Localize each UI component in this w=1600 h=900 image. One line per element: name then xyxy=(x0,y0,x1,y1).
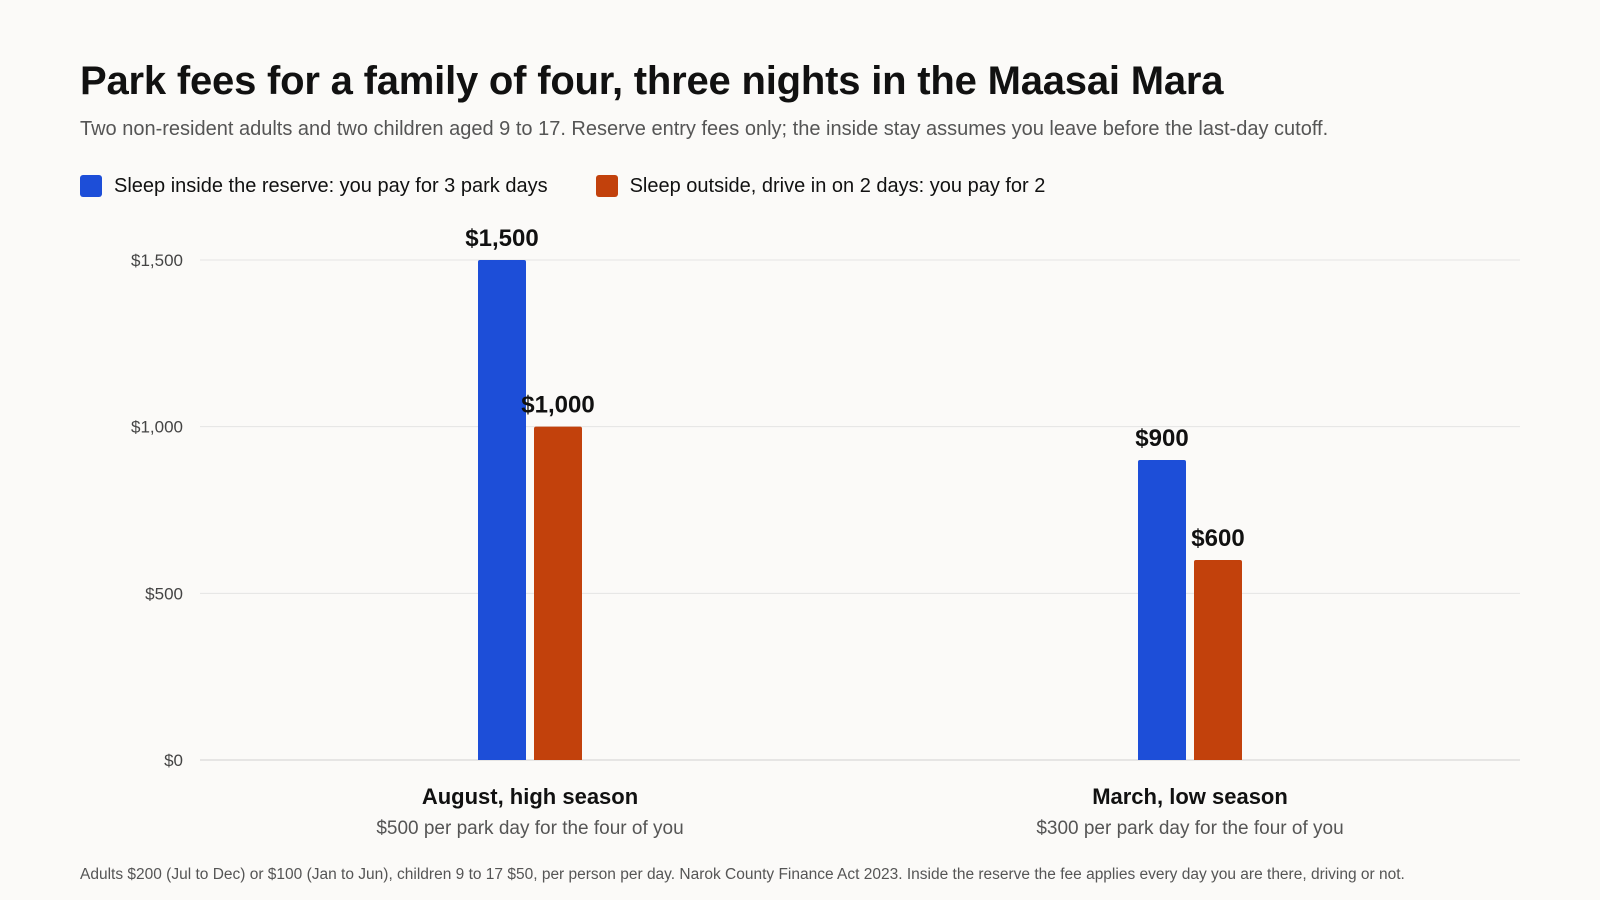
y-tick-label: $0 xyxy=(164,751,183,770)
x-category-sublabel: $300 per park day for the four of you xyxy=(1036,818,1343,839)
y-tick-label: $1,000 xyxy=(131,418,183,437)
bar-value-label: $600 xyxy=(1191,525,1244,552)
bar xyxy=(1194,560,1242,760)
x-category-label: August, high season xyxy=(422,784,638,809)
bar-value-label: $1,500 xyxy=(465,225,538,252)
bar-value-label: $900 xyxy=(1135,425,1188,452)
chart-title: Park fees for a family of four, three ni… xyxy=(80,59,1224,103)
legend-label-inside: Sleep inside the reserve: you pay for 3 … xyxy=(114,175,548,197)
x-category-label: March, low season xyxy=(1092,784,1288,809)
y-tick-label: $1,500 xyxy=(131,251,183,270)
bar xyxy=(534,426,582,760)
chart-subtitle: Two non-resident adults and two children… xyxy=(80,118,1329,140)
legend-label-outside: Sleep outside, drive in on 2 days: you p… xyxy=(629,175,1046,197)
legend-swatch-outside xyxy=(595,175,618,197)
y-tick-label: $500 xyxy=(145,584,183,603)
bar xyxy=(478,260,526,760)
x-category-sublabel: $500 per park day for the four of you xyxy=(376,818,683,839)
bar xyxy=(1138,460,1186,760)
bar-value-label: $1,000 xyxy=(521,392,594,419)
chart-footnote: Adults $200 (Jul to Dec) or $100 (Jan to… xyxy=(80,866,1405,883)
legend-swatch-inside xyxy=(80,175,102,197)
legend-item-outside: Sleep outside, drive in on 2 days: you p… xyxy=(595,173,1046,199)
chart-legend: Sleep inside the reserve: you pay for 3 … xyxy=(80,173,1045,199)
legend-item-inside: Sleep inside the reserve: you pay for 3 … xyxy=(80,173,548,199)
